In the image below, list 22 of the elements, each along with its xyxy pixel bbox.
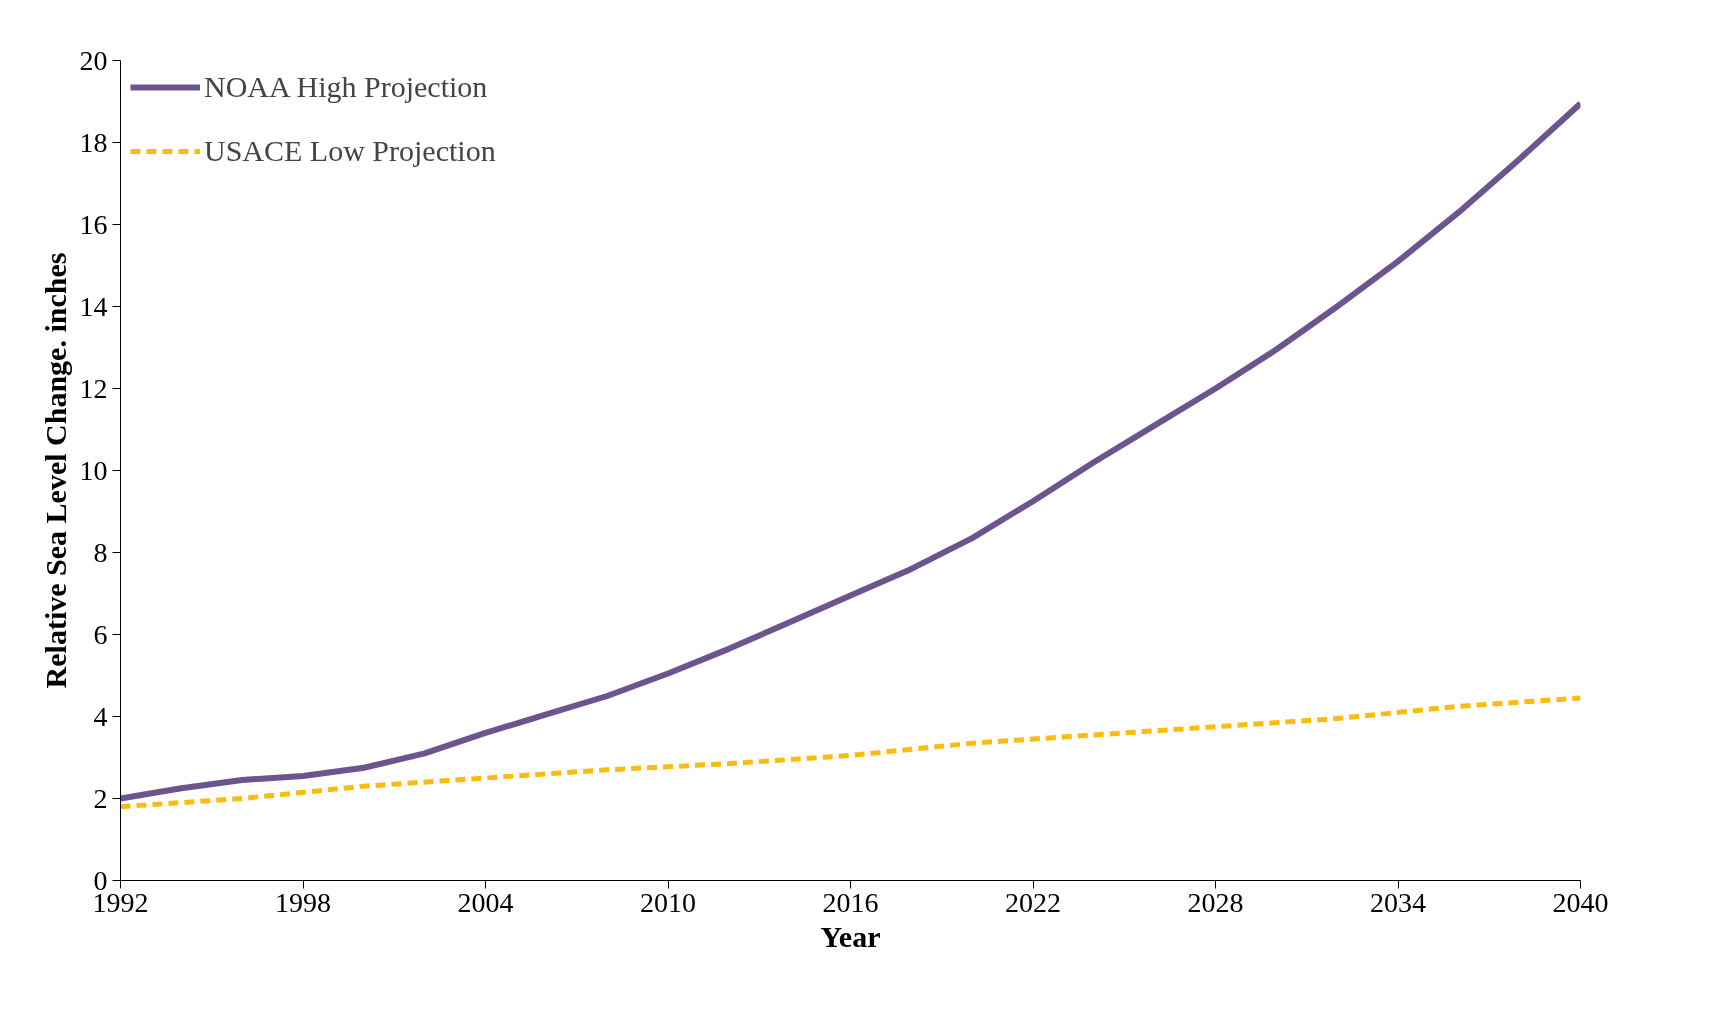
x-tick-label: 2016 <box>822 886 879 918</box>
legend-label: USACE Low Projection <box>204 134 496 168</box>
legend-label: NOAA High Projection <box>204 70 488 104</box>
y-tick-label: 8 <box>93 536 108 568</box>
y-tick-label: 6 <box>93 618 108 650</box>
x-tick-label: 2028 <box>1187 886 1244 918</box>
y-tick-label: 20 <box>79 44 108 76</box>
y-axis-title: Relative Sea Level Change. inches <box>38 252 72 689</box>
y-tick-label: 4 <box>93 700 108 732</box>
y-tick-label: 10 <box>79 454 108 486</box>
y-tick-label: 16 <box>79 208 108 240</box>
y-tick-label: 2 <box>93 782 108 814</box>
x-tick-label: 2022 <box>1005 886 1061 918</box>
x-axis-title: Year <box>820 919 881 953</box>
x-tick-label: 2010 <box>640 886 696 918</box>
x-tick-label: 2004 <box>457 886 514 918</box>
y-tick-label: 14 <box>79 290 108 322</box>
x-tick-label: 1998 <box>275 886 331 918</box>
y-tick-label: 18 <box>79 126 108 158</box>
x-tick-label: 2034 <box>1370 886 1426 918</box>
x-tick-label: 2040 <box>1552 886 1609 918</box>
y-tick-label: 12 <box>79 372 108 404</box>
